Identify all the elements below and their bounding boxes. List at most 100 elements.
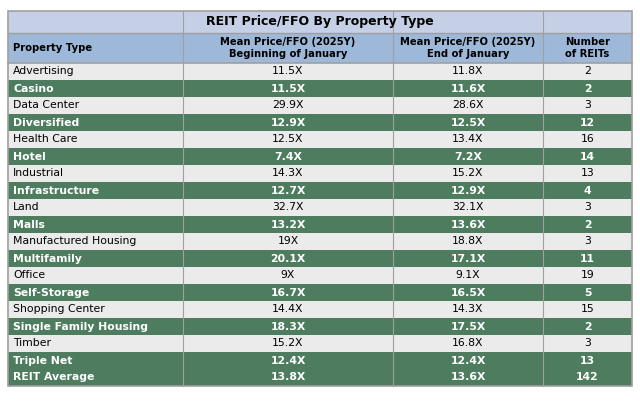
Bar	[8, 63, 632, 80]
Text: Casino: Casino	[13, 84, 54, 94]
Text: 9.1X: 9.1X	[456, 270, 480, 280]
Text: 7.2X: 7.2X	[454, 151, 482, 161]
Text: 18.3X: 18.3X	[270, 322, 306, 332]
Text: 12.7X: 12.7X	[270, 186, 306, 196]
Text: Diversified: Diversified	[13, 117, 79, 127]
Bar	[8, 352, 632, 369]
Text: 12.9X: 12.9X	[451, 186, 486, 196]
Text: 14.3X: 14.3X	[272, 168, 304, 178]
Text: 19X: 19X	[277, 237, 299, 247]
Text: 17.5X: 17.5X	[451, 322, 486, 332]
Text: Mean Price/FFO (2025Y)
Beginning of January: Mean Price/FFO (2025Y) Beginning of Janu…	[220, 37, 356, 59]
Text: 2: 2	[584, 220, 591, 230]
Bar	[8, 335, 632, 352]
Text: 12.4X: 12.4X	[451, 356, 486, 366]
Bar	[8, 131, 632, 148]
Text: Malls: Malls	[13, 220, 45, 230]
Text: 13.6X: 13.6X	[451, 220, 486, 230]
Text: 15: 15	[580, 305, 595, 314]
Text: 15.2X: 15.2X	[272, 339, 304, 349]
Text: Timber: Timber	[13, 339, 51, 349]
Bar	[8, 233, 632, 250]
Text: Property Type: Property Type	[13, 43, 92, 53]
Text: 13.2X: 13.2X	[270, 220, 306, 230]
Text: 13.4X: 13.4X	[452, 134, 484, 144]
Text: 12.5X: 12.5X	[451, 117, 486, 127]
Text: 12.5X: 12.5X	[272, 134, 304, 144]
Text: 3: 3	[584, 237, 591, 247]
Text: 16.7X: 16.7X	[270, 287, 306, 297]
Text: 2: 2	[584, 322, 591, 332]
Text: 4: 4	[584, 186, 591, 196]
Text: 20.1X: 20.1X	[270, 253, 306, 263]
Text: Advertising: Advertising	[13, 67, 75, 77]
Text: Triple Net: Triple Net	[13, 356, 72, 366]
Text: Manufactured Housing: Manufactured Housing	[13, 237, 136, 247]
Bar	[8, 284, 632, 301]
Bar	[8, 318, 632, 335]
Text: 32.7X: 32.7X	[272, 203, 304, 213]
Text: 5: 5	[584, 287, 591, 297]
Text: Data Center: Data Center	[13, 101, 79, 111]
Text: 29.9X: 29.9X	[272, 101, 304, 111]
Text: REIT Price/FFO By Property Type: REIT Price/FFO By Property Type	[206, 15, 434, 29]
Bar	[8, 369, 632, 386]
Bar	[8, 114, 632, 131]
Text: 14.4X: 14.4X	[272, 305, 304, 314]
Text: 11.5X: 11.5X	[271, 84, 305, 94]
Text: REIT Average: REIT Average	[13, 372, 94, 382]
Text: 13: 13	[580, 356, 595, 366]
Text: 28.6X: 28.6X	[452, 101, 484, 111]
Bar	[8, 267, 632, 284]
Text: 3: 3	[584, 101, 591, 111]
Text: Number
of REITs: Number of REITs	[565, 37, 610, 59]
Text: Shopping Center: Shopping Center	[13, 305, 105, 314]
Bar	[8, 182, 632, 199]
Bar	[8, 97, 632, 114]
Text: Hotel: Hotel	[13, 151, 45, 161]
Text: 11.8X: 11.8X	[452, 67, 484, 77]
Text: 11: 11	[580, 253, 595, 263]
Text: 17.1X: 17.1X	[451, 253, 486, 263]
Text: 19: 19	[580, 270, 595, 280]
Bar	[8, 216, 632, 233]
Text: 11.6X: 11.6X	[451, 84, 486, 94]
Text: Health Care: Health Care	[13, 134, 77, 144]
Text: 32.1X: 32.1X	[452, 203, 484, 213]
Text: 9X: 9X	[281, 270, 295, 280]
Bar	[8, 199, 632, 216]
Text: 13: 13	[580, 168, 595, 178]
Text: Office: Office	[13, 270, 45, 280]
Text: 12.4X: 12.4X	[270, 356, 306, 366]
Bar	[8, 301, 632, 318]
Text: 13.8X: 13.8X	[270, 372, 306, 382]
Text: Self-Storage: Self-Storage	[13, 287, 89, 297]
Text: 18.8X: 18.8X	[452, 237, 484, 247]
Bar	[8, 148, 632, 165]
Bar	[8, 80, 632, 97]
Text: 3: 3	[584, 339, 591, 349]
Text: Multifamily: Multifamily	[13, 253, 82, 263]
Text: 2: 2	[584, 67, 591, 77]
Text: 2: 2	[584, 84, 591, 94]
Text: 3: 3	[584, 203, 591, 213]
Text: 11.5X: 11.5X	[272, 67, 304, 77]
Text: Mean Price/FFO (2025Y)
End of January: Mean Price/FFO (2025Y) End of January	[401, 37, 536, 59]
Text: 15.2X: 15.2X	[452, 168, 484, 178]
Bar	[8, 250, 632, 267]
Text: 14.3X: 14.3X	[452, 305, 484, 314]
Text: 14: 14	[580, 151, 595, 161]
Text: 16.8X: 16.8X	[452, 339, 484, 349]
Text: Single Family Housing: Single Family Housing	[13, 322, 148, 332]
Text: 13.6X: 13.6X	[451, 372, 486, 382]
Text: 142: 142	[576, 372, 599, 382]
Bar	[8, 11, 632, 33]
Text: 16: 16	[580, 134, 595, 144]
Text: 16.5X: 16.5X	[451, 287, 486, 297]
Text: Land: Land	[13, 203, 40, 213]
Text: 12.9X: 12.9X	[270, 117, 306, 127]
Bar	[8, 165, 632, 182]
Text: Infrastructure: Infrastructure	[13, 186, 99, 196]
Bar	[8, 33, 632, 63]
Text: 12: 12	[580, 117, 595, 127]
